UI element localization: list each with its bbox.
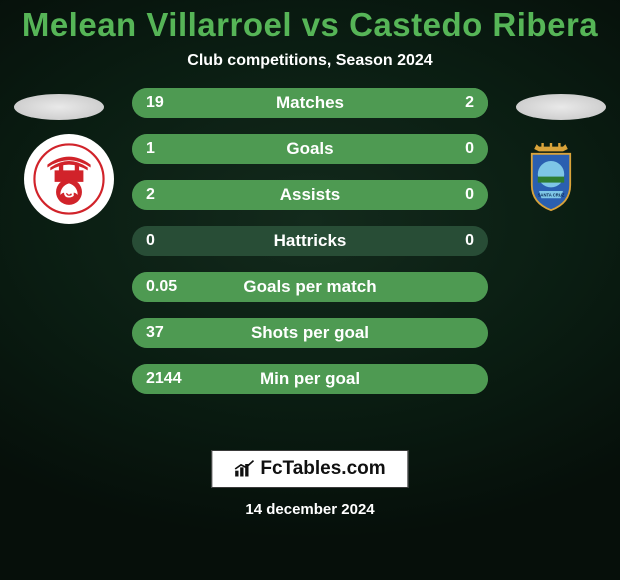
stat-row: 37 Shots per goal <box>132 318 488 348</box>
club-badge-left-icon: G <box>33 143 105 215</box>
stat-rows: 19 2 Matches 1 0 Goals 2 0 Assists 0 0 Hattricks 0.0… <box>132 88 488 394</box>
brand-badge: FcTables.com <box>211 450 408 488</box>
page-subtitle: Club competitions, Season 2024 <box>187 52 432 70</box>
player-right-platform <box>516 94 606 120</box>
stat-row: 1 0 Goals <box>132 134 488 164</box>
player-left-platform <box>14 94 104 120</box>
stat-value-left: 19 <box>146 94 164 112</box>
stat-value-left: 37 <box>146 324 164 342</box>
stat-row: 2 0 Assists <box>132 180 488 210</box>
stat-value-left: 2144 <box>146 370 182 388</box>
brand-label: FcTables.com <box>260 458 385 480</box>
stat-value-right: 0 <box>465 186 474 204</box>
page-title: Melean Villarroel vs Castedo Ribera <box>22 6 598 44</box>
stat-value-left: 1 <box>146 140 155 158</box>
stat-row: 19 2 Matches <box>132 88 488 118</box>
stat-value-right: 0 <box>465 232 474 250</box>
player-left-badge: G <box>24 134 114 224</box>
stat-value-left: 0.05 <box>146 278 177 296</box>
stat-row: 0 0 Hattricks <box>132 226 488 256</box>
date-text: 14 december 2024 <box>245 501 374 518</box>
player-right-badge: SANTA CRUZ <box>506 134 596 224</box>
content: Melean Villarroel vs Castedo Ribera Club… <box>0 0 620 580</box>
stat-row: 2144 Min per goal <box>132 364 488 394</box>
stat-value-right: 2 <box>465 94 474 112</box>
club-badge-right-icon: SANTA CRUZ <box>515 143 587 215</box>
svg-text:G: G <box>63 186 74 202</box>
stat-label: Goals <box>286 139 333 159</box>
stat-label: Assists <box>280 185 340 205</box>
brand-chart-icon <box>234 460 254 478</box>
stat-label: Min per goal <box>260 369 360 389</box>
stat-label: Shots per goal <box>251 323 369 343</box>
svg-text:SANTA CRUZ: SANTA CRUZ <box>538 192 565 197</box>
stat-row: 0.05 Goals per match <box>132 272 488 302</box>
stat-value-left: 0 <box>146 232 155 250</box>
stat-label: Goals per match <box>243 277 376 297</box>
stat-value-left: 2 <box>146 186 155 204</box>
stat-label: Matches <box>276 93 344 113</box>
stat-value-right: 0 <box>465 140 474 158</box>
stat-label: Hattricks <box>274 231 347 251</box>
